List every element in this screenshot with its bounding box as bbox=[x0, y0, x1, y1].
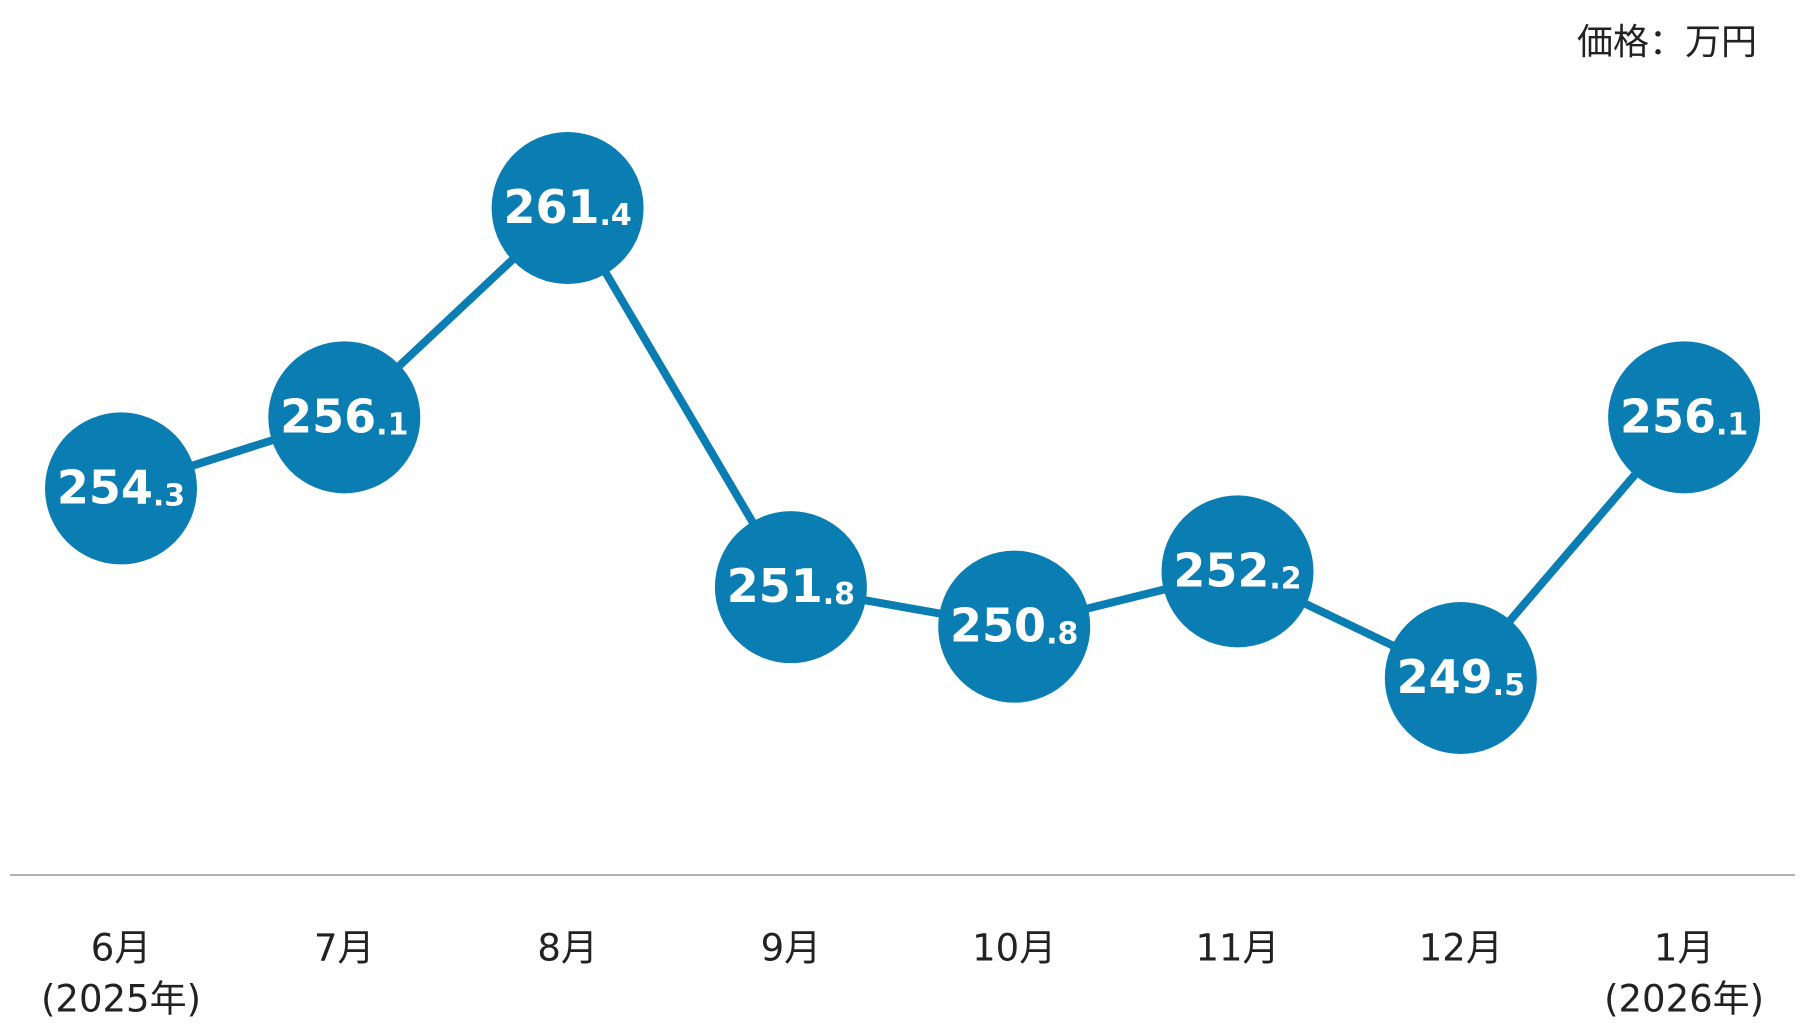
point bbox=[268, 341, 421, 494]
x-tick-sublabel: (2025年) bbox=[41, 978, 201, 1021]
point bbox=[938, 550, 1091, 703]
x-tick-label: 8月 bbox=[537, 927, 598, 970]
value-label: 256.1 bbox=[1620, 389, 1748, 443]
point bbox=[491, 132, 644, 284]
point bbox=[1608, 341, 1761, 494]
value-label: 252.2 bbox=[1173, 543, 1301, 597]
x-tick-label: 1月 bbox=[1654, 927, 1715, 970]
point bbox=[1384, 602, 1537, 754]
value-label: 256.1 bbox=[280, 389, 408, 443]
value-label: 261.4 bbox=[503, 180, 631, 234]
x-tick-label: 7月 bbox=[314, 927, 375, 970]
x-tick-label: 11月 bbox=[1195, 927, 1279, 970]
value-label: 249.5 bbox=[1397, 650, 1525, 704]
point bbox=[714, 511, 867, 664]
x-tick-label: 9月 bbox=[761, 927, 822, 970]
x-tick-sublabel: (2026年) bbox=[1604, 978, 1764, 1021]
value-label: 250.8 bbox=[950, 598, 1078, 652]
x-tick-label: 10月 bbox=[972, 927, 1056, 970]
unit-label: 価格：万円 bbox=[1577, 22, 1757, 63]
point bbox=[45, 412, 197, 565]
point bbox=[1161, 495, 1314, 648]
x-tick-label: 6月 bbox=[91, 927, 152, 970]
x-tick-label: 12月 bbox=[1419, 927, 1503, 970]
value-label: 251.8 bbox=[727, 559, 855, 613]
value-label: 254.3 bbox=[57, 460, 185, 514]
